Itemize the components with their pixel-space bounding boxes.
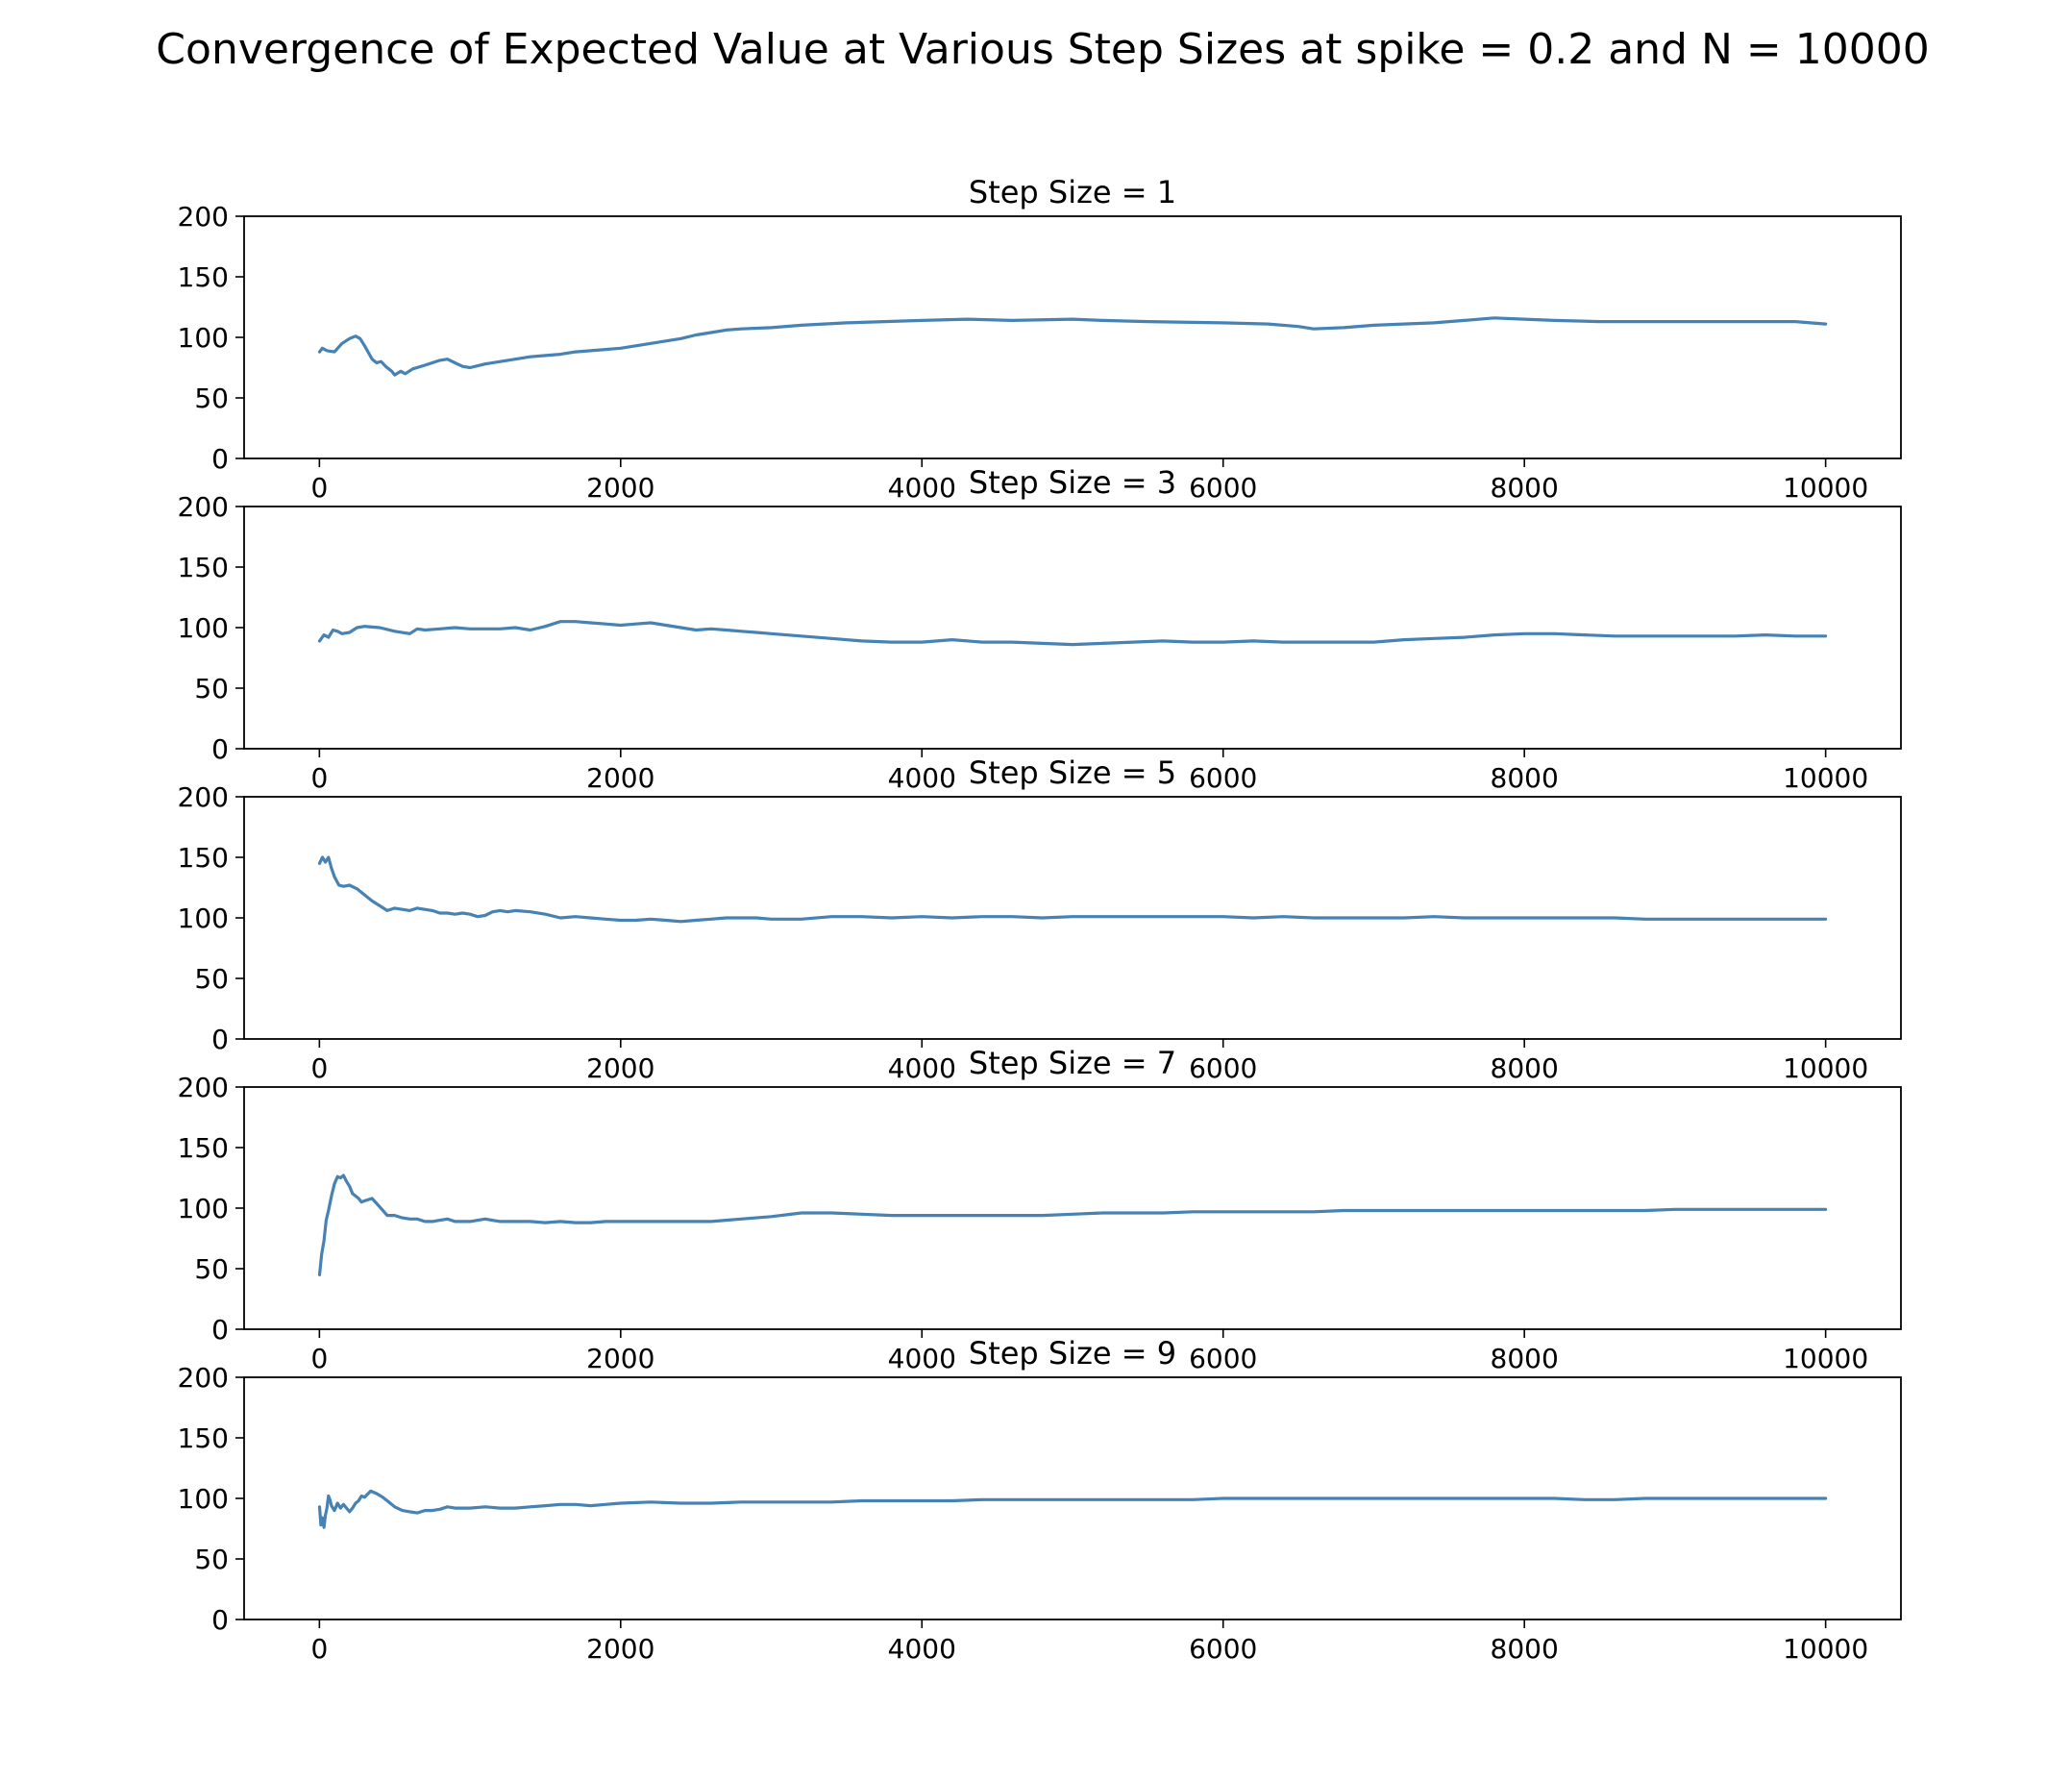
y-tick-label: 50 (194, 1253, 229, 1285)
subplot: Step Size = 50 2000 4000 6000 8000 1000005010… (178, 754, 1902, 1084)
x-tick-label: 4000 (888, 1052, 956, 1084)
x-tick-label: 0 (310, 1052, 328, 1084)
y-tick-label: 200 (178, 491, 229, 523)
y-tick-label: 150 (178, 1132, 229, 1164)
series-line (317, 855, 1828, 924)
x-tick-label: 8000 (1491, 472, 1559, 504)
subplot: Step Size = 1 0 2000 4000 6000 8000 10000 0 50 10… (178, 174, 1902, 504)
x-tick-label: 4000 (888, 472, 956, 504)
x-tick-label: 4000 (888, 1633, 956, 1665)
y-tick-label: 100 (178, 612, 229, 644)
y-tick-label: 100 (178, 322, 229, 354)
subplot-title: Step Size = 7 (969, 1045, 1176, 1081)
subplots: Step Size = 10 2000 4000 6000 8000 1000005010… (178, 174, 1902, 1665)
x-tick-label: 4000 (888, 762, 956, 794)
axes-frame (243, 1086, 1902, 1330)
x-tick-label: 0 (310, 762, 328, 794)
x-tick-label: 8000 (1491, 1633, 1559, 1665)
y-tick-label: 150 (178, 261, 229, 293)
x-tick-label: 10000 (1783, 1633, 1868, 1665)
axes-frame (243, 215, 1902, 459)
y-tick-label: 0 (211, 1314, 229, 1346)
x-tick-label: 10000 (1783, 472, 1868, 504)
subplot-title: Step Size = 3 (969, 464, 1176, 501)
x-tick-label: 6000 (1189, 1343, 1257, 1374)
x-tick-label: 2000 (586, 762, 654, 794)
x-tick-label: 8000 (1491, 1052, 1559, 1084)
x-tick-label: 8000 (1491, 1343, 1559, 1374)
y-tick-label: 50 (194, 673, 229, 705)
y-tick-label: 0 (211, 733, 229, 765)
x-tick-label: 2000 (586, 1633, 654, 1665)
y-tick-label: 150 (178, 552, 229, 583)
series-line (317, 1174, 1828, 1276)
y-tick-label: 0 (211, 443, 229, 475)
series-line (317, 1489, 1828, 1529)
subplot-title: Step Size = 5 (969, 754, 1176, 791)
y-tick-label: 100 (178, 1483, 229, 1515)
x-tick-label: 6000 (1189, 762, 1257, 794)
y-tick-label: 100 (178, 902, 229, 934)
y-tick-label: 150 (178, 1422, 229, 1454)
x-tick-label: 8000 (1491, 762, 1559, 794)
subplot: Step Size = 70 2000 4000 6000 8000 1000005010… (178, 1045, 1902, 1374)
x-tick-label: 4000 (888, 1343, 956, 1374)
x-tick-label: 6000 (1189, 1633, 1257, 1665)
y-tick-label: 100 (178, 1193, 229, 1224)
y-tick-label: 200 (178, 781, 229, 813)
y-tick-label: 0 (211, 1604, 229, 1636)
x-tick-label: 2000 (586, 1052, 654, 1084)
figure-title: Convergence of Expected Value at Various… (156, 25, 1929, 74)
x-tick-label: 10000 (1783, 1052, 1868, 1084)
x-tick-label: 10000 (1783, 1343, 1868, 1374)
y-tick-label: 50 (194, 963, 229, 995)
x-tick-label: 0 (310, 472, 328, 504)
y-tick-label: 50 (194, 383, 229, 414)
y-tick-label: 200 (178, 1362, 229, 1394)
y-tick-label: 200 (178, 1072, 229, 1103)
x-tick-label: 2000 (586, 1343, 654, 1374)
y-tick-label: 150 (178, 842, 229, 874)
y-tick-label: 0 (211, 1024, 229, 1055)
x-tick-label: 10000 (1783, 762, 1868, 794)
y-tick-label: 200 (178, 201, 229, 233)
series-line (317, 316, 1828, 377)
subplot: Step Size = 30 2000 4000 6000 8000 1000005010… (178, 464, 1902, 794)
subplot-title: Step Size = 9 (969, 1335, 1176, 1372)
y-tick-label: 50 (194, 1544, 229, 1575)
subplot-title: Step Size = 1 (969, 174, 1176, 210)
series-line (317, 620, 1828, 647)
x-tick-label: 0 (310, 1633, 328, 1665)
subplot: Step Size = 90 2000 4000 6000 8000 1000005010… (178, 1335, 1902, 1665)
x-tick-label: 2000 (586, 472, 654, 504)
x-tick-label: 6000 (1189, 472, 1257, 504)
x-tick-label: 6000 (1189, 1052, 1257, 1084)
x-tick-label: 0 (310, 1343, 328, 1374)
